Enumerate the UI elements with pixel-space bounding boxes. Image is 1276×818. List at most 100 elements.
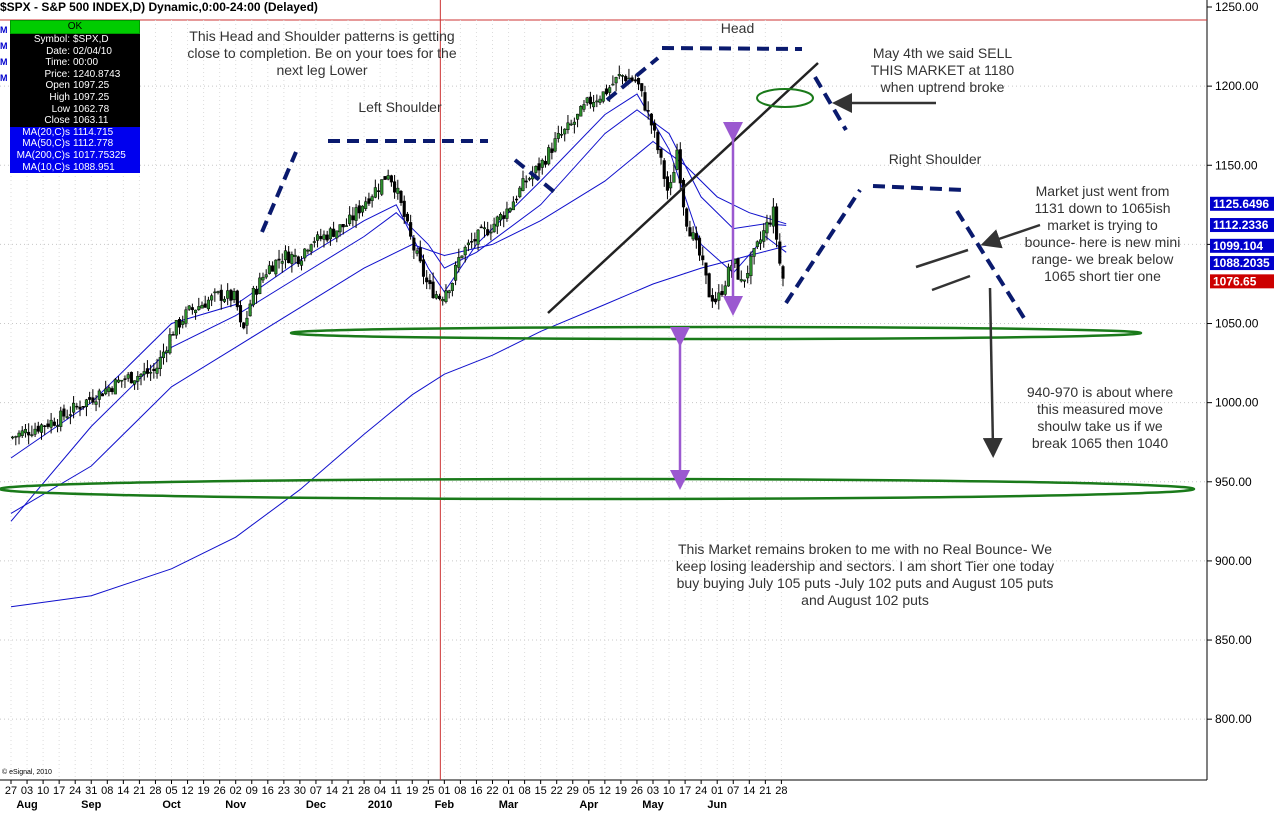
candlestick [460, 255, 464, 259]
info-key: Close [44, 115, 70, 127]
status-badge: OK [10, 20, 140, 34]
candlestick [556, 125, 560, 143]
candlestick [68, 406, 72, 425]
candlestick [100, 393, 105, 397]
side-markers: M M M M [0, 22, 9, 86]
candle-body [168, 334, 172, 354]
candle-body [463, 246, 467, 256]
candlestick [133, 380, 137, 390]
candlestick [332, 221, 336, 238]
candle-body [142, 371, 146, 375]
candlestick [351, 207, 355, 227]
candlestick [120, 379, 124, 388]
x-tick-label: 14 [117, 785, 129, 797]
candle-body [23, 429, 27, 434]
candle-body [402, 200, 406, 217]
candle-body [739, 279, 743, 282]
candle-body [165, 350, 169, 354]
candlestick [203, 295, 207, 308]
ma-value: 1088.951 [73, 161, 115, 173]
candle-body [585, 97, 589, 104]
candlestick [515, 195, 519, 204]
x-tick-label: 17 [53, 785, 65, 797]
candlestick [242, 321, 246, 330]
candlestick [659, 147, 663, 165]
x-tick-label: 21 [759, 785, 771, 797]
candlestick [559, 126, 564, 139]
candlestick [405, 211, 409, 223]
candlestick [685, 207, 689, 232]
x-tick-label: 02 [230, 785, 242, 797]
x-tick-label: 12 [599, 785, 611, 797]
month-label: Jun [707, 799, 727, 811]
candle-body [20, 430, 24, 436]
ma-row-50: MA(50,C)s 1112.778 [10, 138, 140, 150]
candle-body [556, 133, 560, 139]
candle-body [656, 131, 660, 151]
candle-body [566, 122, 570, 130]
candle-body [617, 73, 621, 77]
candlestick [717, 284, 721, 310]
candle-body [412, 237, 416, 251]
candlestick [505, 201, 509, 222]
candlestick [277, 249, 281, 269]
x-tick-label: 19 [406, 785, 418, 797]
info-key: Time: [45, 57, 70, 69]
candlestick [524, 175, 528, 189]
candlestick [280, 253, 284, 273]
x-tick-label: 03 [21, 785, 33, 797]
x-tick-label: 01 [502, 785, 514, 797]
candlestick [518, 185, 522, 199]
candlestick [210, 293, 214, 307]
ma-row-200: MA(200,C)s 1017.75325 [10, 149, 140, 162]
candlestick [104, 380, 108, 396]
candle-body [495, 216, 499, 227]
candle-body [441, 298, 445, 302]
candlestick [765, 214, 769, 241]
month-label: 2010 [368, 799, 392, 811]
candlestick [84, 398, 88, 417]
candlestick [579, 105, 583, 117]
candle-body [161, 351, 166, 359]
candle-body [778, 241, 782, 264]
candlestick [669, 174, 673, 196]
annotation-head: Head [720, 20, 755, 36]
candle-body [149, 371, 153, 374]
candlestick [123, 375, 127, 389]
candle-body [113, 379, 117, 395]
candle-body [614, 77, 618, 84]
side-marker: M [0, 57, 8, 67]
candlestick [681, 177, 686, 216]
candle-body [107, 387, 111, 392]
candlestick [768, 215, 772, 227]
x-tick-label: 24 [695, 785, 707, 797]
annotation-market-went: Market just went from 1131 down to 1065i… [1024, 183, 1181, 284]
candle-body [52, 421, 56, 426]
candle-body [624, 76, 628, 82]
candle-body [216, 291, 220, 293]
candlestick [714, 291, 718, 305]
candlestick [299, 256, 304, 271]
x-tick-label: 28 [358, 785, 370, 797]
candle-body [235, 290, 239, 308]
x-tick-label: 25 [422, 785, 434, 797]
candlestick [627, 68, 631, 80]
candle-body [261, 276, 265, 281]
candle-body [486, 229, 490, 236]
candlestick [707, 272, 711, 298]
ma-row-20: MA(20,C)s 1114.715 [10, 126, 140, 139]
candlestick [620, 74, 625, 85]
annotation-remains-broken: This Market remains broken to me with no… [675, 541, 1055, 608]
candle-body [479, 226, 483, 229]
candlestick [287, 246, 291, 264]
candlestick [595, 94, 599, 108]
candle-body [75, 405, 79, 408]
candle-body [91, 397, 95, 403]
candle-body [492, 223, 496, 233]
candle-body [771, 206, 775, 227]
candle-body [264, 274, 268, 278]
candlestick [739, 270, 743, 283]
candlestick [20, 426, 24, 438]
candlestick [248, 299, 252, 317]
candle-body [72, 402, 76, 413]
